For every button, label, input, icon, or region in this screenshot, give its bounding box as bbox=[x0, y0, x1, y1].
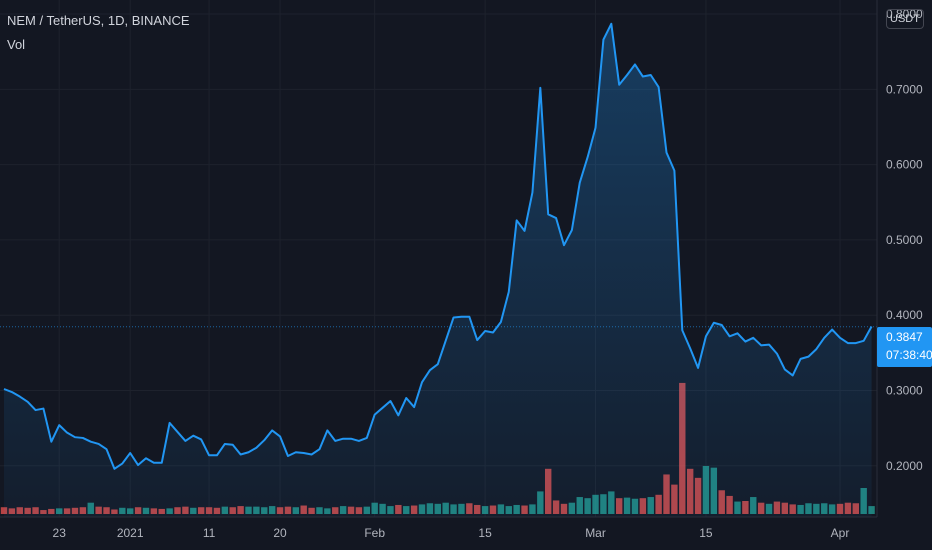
x-tick-label: Mar bbox=[585, 526, 606, 540]
y-tick-label: 0.7000 bbox=[886, 82, 923, 96]
x-tick-label: 2021 bbox=[117, 526, 144, 540]
x-tick-label: 15 bbox=[699, 526, 713, 540]
y-tick-label: 0.2000 bbox=[886, 459, 923, 473]
x-tick-label: Feb bbox=[364, 526, 385, 540]
y-tick-label: 0.5000 bbox=[886, 233, 923, 247]
x-tick-label: 11 bbox=[203, 526, 216, 540]
bar-countdown: 07:38:40 bbox=[886, 348, 932, 362]
last-price-tag bbox=[877, 327, 932, 367]
y-tick-label: 0.8000 bbox=[886, 7, 923, 21]
x-axis-panel[interactable] bbox=[0, 517, 932, 550]
x-tick-label: 23 bbox=[53, 526, 67, 540]
last-price-value: 0.3847 bbox=[886, 330, 923, 344]
y-tick-label: 0.6000 bbox=[886, 158, 923, 172]
price-area bbox=[3, 22, 873, 518]
x-axis[interactable]: 23 2021 11 20 Feb 15 Mar 15 Apr bbox=[53, 526, 850, 540]
x-tick-label: Apr bbox=[831, 526, 850, 540]
volume-indicator-label[interactable]: Vol bbox=[7, 37, 26, 52]
y-axis[interactable]: 0.2000 0.3000 0.4000 0.5000 0.6000 0.7000 0.80… bbox=[886, 7, 923, 473]
y-tick-label: 0.3000 bbox=[886, 384, 923, 398]
price-area-fill bbox=[4, 23, 872, 518]
currency-button[interactable]: USDT bbox=[886, 9, 924, 29]
price-series-line bbox=[3, 22, 873, 470]
x-tick-label: 20 bbox=[273, 526, 287, 540]
chart-title[interactable]: NEM / TetherUS, 1D, BINANCE bbox=[7, 13, 190, 28]
x-tick-label: 15 bbox=[478, 526, 492, 540]
y-tick-label: 0.4000 bbox=[886, 308, 923, 322]
